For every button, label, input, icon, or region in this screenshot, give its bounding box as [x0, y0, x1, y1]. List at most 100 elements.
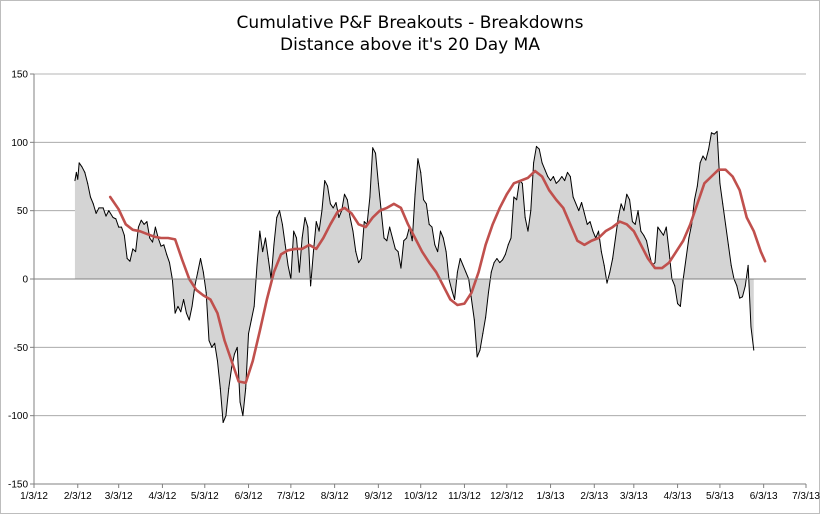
data-point: [377, 182, 379, 184]
data-point: [126, 258, 128, 259]
data-point: [202, 271, 204, 273]
x-tick-label: 10/3/12: [404, 491, 438, 502]
data-point: [375, 152, 377, 154]
data-point: [77, 178, 79, 180]
ma-point: [604, 230, 607, 232]
x-tick-label: 5/3/12: [191, 491, 219, 502]
data-point: [216, 360, 218, 362]
data-point: [485, 316, 487, 318]
ma-point: [209, 298, 212, 301]
axes: [30, 73, 807, 488]
x-tick-label: 12/3/12: [490, 491, 524, 502]
data-point: [583, 212, 585, 214]
ma-point: [287, 249, 289, 251]
ma-point: [343, 207, 346, 209]
ma-point: [442, 285, 444, 287]
data-point: [716, 130, 718, 132]
y-tick-label: 150: [11, 70, 28, 81]
data-point: [629, 199, 631, 201]
data-point: [168, 262, 170, 264]
data-point: [654, 262, 656, 264]
ma-point: [527, 177, 529, 179]
data-point: [487, 292, 489, 294]
data-point: [623, 210, 625, 212]
data-point: [420, 171, 422, 173]
data-point: [121, 226, 123, 228]
data-point: [211, 346, 213, 348]
ma-point: [365, 226, 367, 228]
data-point: [386, 240, 388, 242]
data-point: [581, 201, 583, 203]
data-point: [231, 367, 233, 369]
chart-subtitle: Distance above it's 20 Day MA: [280, 35, 540, 55]
data-point: [736, 285, 738, 287]
data-point: [640, 230, 642, 232]
data-point: [253, 305, 255, 307]
data-point: [674, 285, 676, 287]
data-point: [744, 285, 746, 287]
x-tick-label: 8/3/12: [321, 491, 349, 502]
data-point: [264, 237, 266, 239]
data-point: [465, 271, 467, 273]
data-point: [631, 221, 633, 223]
ma-point: [675, 251, 677, 253]
ma-point: [329, 223, 331, 225]
ma-point: [555, 199, 557, 201]
data-point: [747, 264, 749, 266]
data-point: [346, 199, 348, 201]
data-point: [222, 422, 224, 423]
data-point: [713, 133, 715, 135]
data-point: [722, 203, 724, 205]
data-point: [617, 217, 619, 218]
data-point: [442, 237, 444, 239]
data-point: [154, 226, 156, 228]
ma-point: [619, 221, 621, 223]
data-point: [668, 251, 670, 253]
data-point: [132, 248, 134, 250]
data-point: [228, 387, 230, 389]
data-point: [657, 226, 659, 228]
data-point: [456, 271, 458, 273]
ma-point: [470, 292, 473, 294]
data-point: [310, 285, 312, 287]
ma-point: [640, 244, 642, 246]
data-point: [544, 169, 546, 171]
ma-point: [195, 289, 197, 291]
data-point: [727, 244, 729, 246]
data-point: [451, 289, 453, 291]
x-tick-label: 6/3/13: [750, 491, 778, 502]
data-point: [394, 248, 396, 250]
ma-point: [273, 271, 275, 273]
data-point: [214, 342, 216, 344]
data-point: [660, 230, 662, 232]
data-point: [538, 148, 540, 150]
data-point: [561, 176, 563, 177]
ma-point: [477, 271, 480, 273]
ma-point: [449, 298, 451, 301]
ma-point: [456, 304, 459, 306]
ma-point: [238, 380, 240, 383]
data-point: [710, 132, 712, 134]
ma-point: [372, 216, 374, 219]
ma-point: [732, 175, 734, 178]
data-point: [143, 223, 145, 225]
ma-point: [562, 207, 564, 209]
ma-point: [428, 262, 430, 264]
x-tick-label: 2/3/13: [580, 491, 608, 502]
data-point: [276, 217, 278, 218]
ma-point: [245, 382, 247, 384]
data-point: [547, 176, 549, 177]
data-point: [428, 223, 430, 225]
data-point: [725, 223, 727, 225]
data-point: [140, 219, 142, 221]
ma-point: [760, 251, 762, 253]
ma-point: [576, 240, 578, 242]
data-point: [533, 162, 535, 164]
data-point: [662, 234, 664, 236]
data-point: [343, 193, 345, 195]
data-point: [414, 193, 416, 195]
ma-point: [485, 244, 487, 246]
data-point: [262, 251, 264, 253]
ma-point: [109, 196, 111, 198]
ma-point: [167, 237, 169, 239]
